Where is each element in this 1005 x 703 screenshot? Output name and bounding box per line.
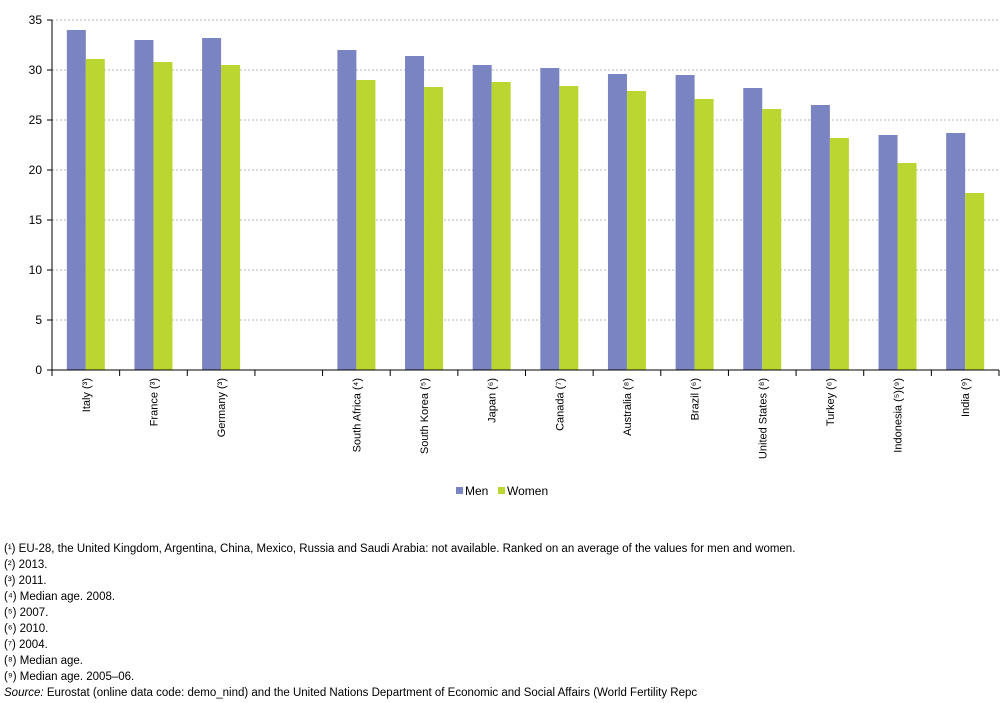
y-tick-label: 20 <box>29 163 43 177</box>
source-label: Source: <box>4 687 44 699</box>
bar-women <box>829 138 849 370</box>
x-tick-label: Brazil (⁶) <box>690 378 702 420</box>
y-tick-label: 10 <box>29 263 43 277</box>
y-tick-label: 5 <box>35 313 42 327</box>
legend-label-men: Men <box>465 484 488 498</box>
bar-men <box>405 56 425 370</box>
bar-women <box>762 109 782 370</box>
bar-men <box>946 133 966 370</box>
bars <box>66 30 985 370</box>
footnote: (⁸) Median age. <box>4 655 84 667</box>
y-axis: 0 5 10 15 20 25 30 35 <box>29 13 53 377</box>
footnotes: (¹) EU-28, the United Kingdom, Argentina… <box>4 541 1004 701</box>
footnote: (³) 2011. <box>4 575 47 587</box>
x-tick-label: United States (⁸) <box>757 378 769 459</box>
bar-chart: 0 5 10 15 20 25 30 35 Italy (³) France (³) German… <box>29 13 1000 498</box>
x-tick-label: Turkey (⁶) <box>825 378 837 426</box>
bar-men <box>202 38 222 370</box>
bar-men <box>540 68 560 370</box>
y-tick-label: 15 <box>29 213 43 227</box>
footnote: (²) 2013. <box>4 559 48 571</box>
x-axis: Italy (³) France (³) Germany (³) South Afri… <box>51 369 1000 459</box>
legend: Men Women <box>456 484 548 498</box>
legend-swatch-men <box>456 487 463 494</box>
gridlines <box>52 19 999 321</box>
legend-swatch-women <box>498 487 505 494</box>
x-tick-label: France (³) <box>148 378 160 426</box>
bar-women <box>626 91 646 370</box>
bar-men <box>675 75 695 370</box>
bar-men <box>743 88 763 370</box>
footnote: (⁶) 2010. <box>4 623 49 635</box>
bar-men <box>134 40 154 370</box>
source-text: Eurostat (online data code: demo_nind) a… <box>43 687 698 699</box>
bar-women <box>221 65 241 370</box>
x-tick-label: Australia (⁸) <box>622 378 634 436</box>
x-tick-label: South Korea (⁵) <box>419 378 431 454</box>
bar-men <box>66 30 86 370</box>
footnote: (⁴) Median age. 2008. <box>4 591 116 603</box>
bar-men <box>607 74 627 370</box>
bar-women <box>559 86 579 370</box>
bar-women <box>153 62 173 370</box>
x-tick-label: Germany (³) <box>216 378 228 437</box>
legend-label-women: Women <box>507 484 548 498</box>
bar-women <box>694 99 714 370</box>
x-tick-label: Canada (⁷) <box>554 378 566 431</box>
y-tick-label: 0 <box>35 363 42 377</box>
bar-men <box>337 50 357 370</box>
x-tick-label: India (⁹) <box>960 378 972 417</box>
footnote: (⁵) 2007. <box>4 607 49 619</box>
x-tick-label: Italy (³) <box>81 378 93 412</box>
bar-women <box>356 80 376 370</box>
y-tick-label: 35 <box>29 13 43 27</box>
bar-women <box>491 82 511 370</box>
x-tick-label: South Africa (⁴) <box>351 378 363 452</box>
footnote: (⁷) 2004. <box>4 639 48 651</box>
y-tick-label: 25 <box>29 113 43 127</box>
x-tick-label: Japan (⁶) <box>487 378 499 423</box>
bar-men <box>810 105 830 370</box>
y-tick-label: 30 <box>29 63 43 77</box>
bar-women <box>965 193 985 370</box>
bar-women <box>424 87 444 370</box>
x-tick-label: Indonesia (⁵)(⁹) <box>893 378 905 453</box>
bar-women <box>85 59 105 370</box>
footnote: (⁹) Median age. 2005–06. <box>4 671 135 683</box>
source-note: Source: Eurostat (online data code: demo… <box>4 685 1004 701</box>
bar-men <box>472 65 492 370</box>
bar-women <box>897 163 917 370</box>
bar-men <box>878 135 898 370</box>
footnote: (¹) EU-28, the United Kingdom, Argentina… <box>4 543 796 555</box>
